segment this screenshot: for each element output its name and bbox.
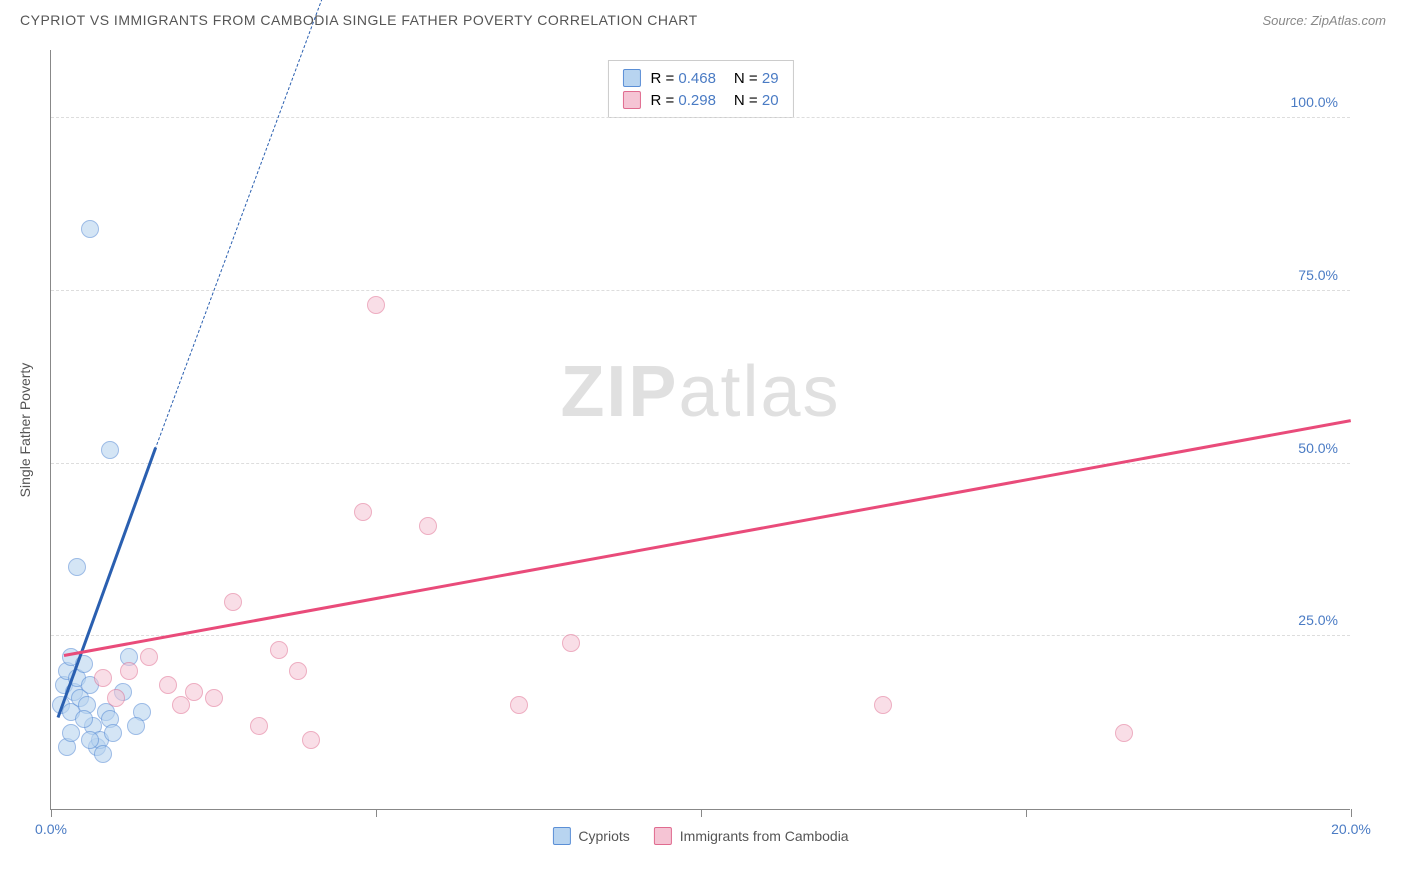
scatter-point xyxy=(562,634,580,652)
scatter-point xyxy=(120,662,138,680)
scatter-point xyxy=(68,558,86,576)
legend-n-label: N = 20 xyxy=(734,92,779,109)
scatter-point xyxy=(94,745,112,763)
gridline-horizontal xyxy=(51,117,1350,118)
gridline-horizontal xyxy=(51,290,1350,291)
y-tick-label: 75.0% xyxy=(1298,267,1338,283)
legend-n-label: N = 29 xyxy=(734,70,779,87)
gridline-horizontal xyxy=(51,463,1350,464)
scatter-point xyxy=(250,717,268,735)
scatter-plot-area: ZIPatlas Single Father Poverty R = 0.468… xyxy=(50,50,1350,810)
scatter-point xyxy=(1115,724,1133,742)
x-tick xyxy=(1026,809,1027,817)
gridline-horizontal xyxy=(51,635,1350,636)
y-axis-label: Single Father Poverty xyxy=(17,362,33,497)
scatter-point xyxy=(140,648,158,666)
scatter-point xyxy=(874,696,892,714)
scatter-point xyxy=(270,641,288,659)
scatter-point xyxy=(205,689,223,707)
legend-r-label: R = 0.298 xyxy=(650,92,715,109)
legend-swatch xyxy=(552,827,570,845)
scatter-point xyxy=(367,296,385,314)
scatter-point xyxy=(75,710,93,728)
legend-row: R = 0.468 N = 29 xyxy=(622,67,778,89)
y-tick-label: 100.0% xyxy=(1291,94,1338,110)
x-tick xyxy=(1351,809,1352,817)
scatter-point xyxy=(419,517,437,535)
chart-header: CYPRIOT VS IMMIGRANTS FROM CAMBODIA SING… xyxy=(0,0,1406,40)
watermark-text: ZIPatlas xyxy=(560,351,840,433)
series-legend-item: Immigrants from Cambodia xyxy=(654,827,849,845)
series-legend-label: Immigrants from Cambodia xyxy=(680,828,849,844)
source-attribution: Source: ZipAtlas.com xyxy=(1262,13,1386,28)
legend-swatch xyxy=(654,827,672,845)
trend-line xyxy=(64,419,1352,657)
scatter-point xyxy=(289,662,307,680)
legend-swatch xyxy=(622,91,640,109)
scatter-point xyxy=(510,696,528,714)
correlation-legend: R = 0.468 N = 29 R = 0.298 N = 20 xyxy=(607,60,793,118)
y-tick-label: 50.0% xyxy=(1298,440,1338,456)
legend-r-label: R = 0.468 xyxy=(650,70,715,87)
x-tick-label: 0.0% xyxy=(35,821,67,837)
scatter-point xyxy=(62,724,80,742)
scatter-point xyxy=(224,593,242,611)
scatter-point xyxy=(81,220,99,238)
x-tick xyxy=(51,809,52,817)
legend-swatch xyxy=(622,69,640,87)
trend-line-extrapolated xyxy=(155,0,325,449)
scatter-point xyxy=(94,669,112,687)
scatter-point xyxy=(104,724,122,742)
scatter-point xyxy=(302,731,320,749)
scatter-point xyxy=(127,717,145,735)
scatter-point xyxy=(172,696,190,714)
series-legend-item: Cypriots xyxy=(552,827,629,845)
legend-row: R = 0.298 N = 20 xyxy=(622,89,778,111)
series-legend: Cypriots Immigrants from Cambodia xyxy=(552,827,848,845)
scatter-point xyxy=(185,683,203,701)
scatter-point xyxy=(159,676,177,694)
scatter-point xyxy=(101,441,119,459)
scatter-point xyxy=(107,689,125,707)
scatter-point xyxy=(354,503,372,521)
chart-title: CYPRIOT VS IMMIGRANTS FROM CAMBODIA SING… xyxy=(20,12,698,28)
x-tick xyxy=(701,809,702,817)
scatter-point xyxy=(81,731,99,749)
y-tick-label: 25.0% xyxy=(1298,612,1338,628)
x-tick-label: 20.0% xyxy=(1331,821,1371,837)
x-tick xyxy=(376,809,377,817)
series-legend-label: Cypriots xyxy=(578,828,629,844)
